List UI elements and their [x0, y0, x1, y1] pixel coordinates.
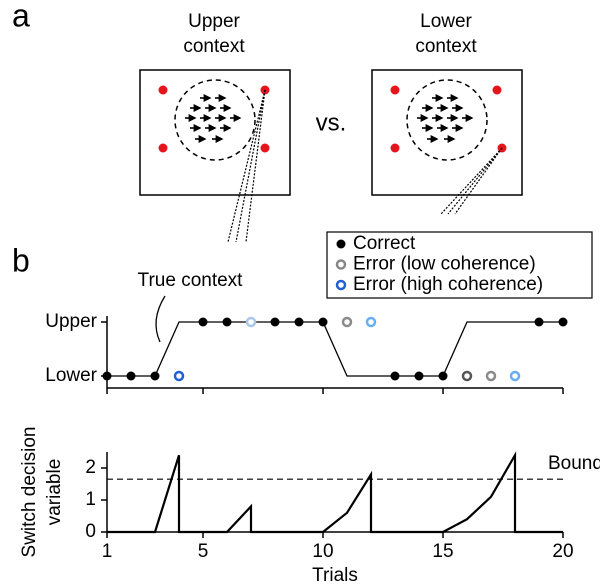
- trial-marker: [461, 370, 473, 382]
- title: Lower: [420, 11, 472, 32]
- y-tick-label: 0: [85, 521, 96, 542]
- trial-marker: [558, 317, 568, 327]
- y-tick-label: Upper: [45, 311, 97, 332]
- y-tick-label: 1: [85, 489, 96, 510]
- x-axis-label: Trials: [312, 565, 358, 586]
- screen: [139, 69, 291, 196]
- legend-marker: [336, 239, 346, 249]
- title: context: [183, 36, 245, 57]
- panel-label: a: [12, 0, 30, 33]
- legend: [326, 231, 593, 299]
- x-tick-label: 15: [432, 541, 453, 562]
- x-tick-label: 20: [552, 541, 573, 562]
- trial-marker: [390, 371, 400, 381]
- title: Upper: [188, 11, 240, 32]
- panel-label: b: [12, 242, 30, 278]
- legend-marker: [335, 259, 347, 270]
- trial-marker: [198, 317, 208, 327]
- annotation-pointer: [155, 295, 166, 343]
- trial-marker: [509, 370, 521, 382]
- trial-marker: [485, 370, 497, 382]
- trial-marker: [245, 316, 257, 328]
- trial-marker: [365, 316, 377, 328]
- trial-marker: [294, 317, 304, 327]
- trial-marker: [341, 316, 353, 328]
- legend-marker: [335, 279, 347, 291]
- decision-variable: [107, 451, 563, 534]
- annotation: True context: [138, 270, 244, 291]
- true-context-line: [107, 321, 563, 377]
- trial-marker: [534, 317, 544, 327]
- dots: [175, 80, 255, 160]
- screen: [371, 69, 523, 196]
- trial-marker: [414, 371, 424, 381]
- trial-marker: [318, 317, 328, 327]
- trial-marker: [102, 371, 112, 381]
- legend-label: Error (low coherence): [353, 254, 536, 275]
- y-axis-label: variable: [44, 459, 65, 526]
- dots: [407, 80, 487, 160]
- trial-marker: [222, 317, 232, 327]
- trial-marker: [150, 371, 160, 381]
- trial-marker: [438, 371, 448, 381]
- trial-marker: [126, 371, 136, 381]
- trial-marker: [270, 317, 280, 327]
- context-diagram: Upper context Lower context vs.: [139, 11, 523, 243]
- trial-marker: [173, 370, 185, 382]
- y-tick-label: Lower: [45, 365, 97, 386]
- y-axis-label: Switch decision: [19, 427, 40, 558]
- x-tick-label: 10: [312, 541, 333, 562]
- eye-trace: [227, 89, 503, 243]
- y-tick-label: 2: [85, 457, 96, 478]
- legend-label: Correct: [353, 233, 416, 254]
- x-tick-label: 1: [102, 541, 113, 562]
- legend-label: Error (high coherence): [353, 274, 543, 295]
- x-tick-label: 5: [198, 541, 209, 562]
- title: context: [415, 36, 477, 57]
- bound-label: Bound: [548, 453, 600, 474]
- separator: vs.: [316, 109, 347, 136]
